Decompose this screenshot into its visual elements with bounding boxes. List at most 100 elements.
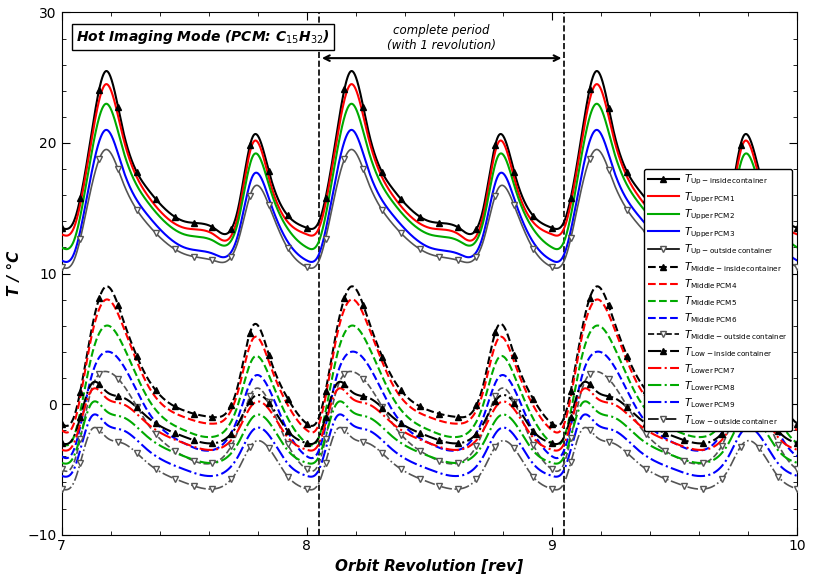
$T_{\mathrm{Up-outside\,container}}$: [339, 156, 349, 163]
$T_{\mathrm{Upper\,PCM1}}$: [57, 231, 67, 238]
$T_{\mathrm{Middle\,PCM5}}$: [57, 440, 67, 447]
Line: $T_{\mathrm{Upper\,PCM2}}$: $T_{\mathrm{Upper\,PCM2}}$: [62, 104, 798, 249]
$T_{\mathrm{Lower\,PCM8}}$: [90, 398, 100, 405]
Line: $T_{\mathrm{Middle\,PCM6}}$: $T_{\mathrm{Middle\,PCM6}}$: [62, 352, 798, 458]
$T_{\mathrm{Middle\,PCM4}}$: [102, 296, 112, 303]
$T_{\mathrm{Middle-inside\,container}}$: [141, 371, 150, 378]
$T_{\mathrm{Low-outside\,container}}$: [793, 486, 802, 493]
$T_{\mathrm{Upper\,PCM2}}$: [793, 244, 802, 251]
$T_{\mathrm{Middle-outside\,container}}$: [185, 456, 194, 462]
$T_{\mathrm{Middle\,PCM4}}$: [699, 420, 709, 427]
$T_{\mathrm{Lower\,PCM8}}$: [793, 460, 802, 467]
$T_{\mathrm{Up-inside\,container}}$: [339, 88, 349, 95]
$T_{\mathrm{Middle\,PCM6}}$: [793, 453, 802, 460]
$T_{\mathrm{Middle\,PCM5}}$: [102, 322, 112, 329]
$T_{\mathrm{Middle\,PCM5}}$: [141, 392, 151, 399]
$T_{\mathrm{Middle\,PCM4}}$: [372, 343, 381, 350]
$T_{\mathrm{Middle-inside\,container}}$: [793, 420, 802, 427]
$T_{\mathrm{Upper\,PCM2}}$: [141, 196, 150, 203]
$T_{\mathrm{Lower\,PCM9}}$: [371, 431, 380, 438]
$T_{\mathrm{Middle-inside\,container}}$: [185, 409, 194, 416]
$T_{\mathrm{Upper\,PCM3}}$: [339, 139, 349, 146]
$T_{\mathrm{Upper\,PCM1}}$: [141, 189, 150, 196]
Line: $T_{\mathrm{Lower\,PCM8}}$: $T_{\mathrm{Lower\,PCM8}}$: [62, 401, 798, 464]
$T_{\mathrm{Upper\,PCM2}}$: [339, 116, 349, 123]
$T_{\mathrm{Middle\,PCM6}}$: [372, 375, 381, 382]
$T_{\mathrm{Middle\,PCM5}}$: [793, 440, 802, 447]
$T_{\mathrm{Middle\,PCM6}}$: [103, 348, 113, 355]
$T_{\mathrm{Low-outside\,container}}$: [699, 486, 709, 493]
$T_{\mathrm{Upper\,PCM2}}$: [371, 168, 380, 175]
$T_{\mathrm{Upper\,PCM3}}$: [185, 246, 194, 253]
$T_{\mathrm{Upper\,PCM3}}$: [141, 210, 151, 217]
$T_{\mathrm{Upper\,PCM3}}$: [372, 185, 381, 192]
X-axis label: Orbit Revolution [rev]: Orbit Revolution [rev]: [336, 559, 524, 574]
$T_{\mathrm{Middle-inside\,container}}$: [57, 420, 67, 427]
$T_{\mathrm{Upper\,PCM2}}$: [102, 101, 111, 107]
$T_{\mathrm{Upper\,PCM1}}$: [371, 159, 380, 166]
$T_{\mathrm{Low-outside\,container}}$: [57, 486, 67, 493]
$T_{\mathrm{Up-outside\,container}}$: [699, 257, 709, 264]
$T_{\mathrm{Lower\,PCM7}}$: [339, 386, 349, 393]
$T_{\mathrm{Lower\,PCM9}}$: [57, 472, 67, 479]
$T_{\mathrm{Lower\,PCM8}}$: [778, 452, 788, 459]
$T_{\mathrm{Middle-outside\,container}}$: [371, 392, 380, 399]
$T_{\mathrm{Upper\,PCM1}}$: [778, 224, 788, 231]
$T_{\mathrm{Middle\,PCM6}}$: [307, 455, 316, 462]
$T_{\mathrm{Up-inside\,container}}$: [220, 231, 229, 238]
$T_{\mathrm{Low-outside\,container}}$: [371, 444, 380, 451]
$T_{\mathrm{Upper\,PCM1}}$: [592, 81, 602, 88]
$T_{\mathrm{Middle-outside\,container}}$: [699, 460, 709, 467]
$T_{\mathrm{Lower\,PCM9}}$: [793, 472, 802, 479]
$T_{\mathrm{Upper\,PCM2}}$: [699, 238, 709, 245]
$T_{\mathrm{Upper\,PCM2}}$: [552, 246, 562, 253]
$T_{\mathrm{Low-inside\,container}}$: [141, 412, 150, 419]
$T_{\mathrm{Low-inside\,container}}$: [699, 440, 709, 447]
$T_{\mathrm{Lower\,PCM9}}$: [339, 413, 349, 419]
$T_{\mathrm{Middle-inside\,container}}$: [62, 422, 72, 429]
Text: complete period
(with 1 revolution): complete period (with 1 revolution): [387, 24, 496, 52]
$T_{\mathrm{Up-inside\,container}}$: [141, 182, 150, 189]
$T_{\mathrm{Up-inside\,container}}$: [57, 224, 67, 231]
$T_{\mathrm{Lower\,PCM7}}$: [57, 446, 67, 453]
$T_{\mathrm{Middle\,PCM4}}$: [57, 426, 67, 433]
Line: $T_{\mathrm{Up-inside\,container}}$: $T_{\mathrm{Up-inside\,container}}$: [62, 71, 798, 234]
$T_{\mathrm{Upper\,PCM1}}$: [220, 237, 229, 244]
$T_{\mathrm{Lower\,PCM7}}$: [699, 446, 709, 453]
$T_{\mathrm{Middle-inside\,container}}$: [339, 296, 349, 303]
$T_{\mathrm{Lower\,PCM7}}$: [185, 442, 194, 449]
Line: $T_{\mathrm{Upper\,PCM1}}$: $T_{\mathrm{Upper\,PCM1}}$: [62, 84, 798, 241]
$T_{\mathrm{Low-outside\,container}}$: [141, 458, 150, 465]
$T_{\mathrm{Up-outside\,container}}$: [102, 146, 111, 153]
$T_{\mathrm{Middle\,PCM4}}$: [307, 429, 317, 436]
$T_{\mathrm{Up-inside\,container}}$: [793, 224, 802, 231]
$T_{\mathrm{Middle\,PCM5}}$: [185, 429, 194, 436]
$T_{\mathrm{Middle\,PCM6}}$: [339, 354, 349, 361]
$T_{\mathrm{Low-inside\,container}}$: [371, 399, 380, 406]
$T_{\mathrm{Lower\,PCM8}}$: [699, 460, 709, 467]
$T_{\mathrm{Low-inside\,container}}$: [793, 440, 802, 447]
$T_{\mathrm{Low-outside\,container}}$: [339, 426, 349, 433]
$T_{\mathrm{Middle\,PCM4}}$: [339, 306, 349, 313]
Line: $T_{\mathrm{Low-outside\,container}}$: $T_{\mathrm{Low-outside\,container}}$: [62, 428, 798, 490]
$T_{\mathrm{Middle\,PCM4}}$: [778, 410, 788, 417]
$T_{\mathrm{Middle-outside\,container}}$: [591, 368, 601, 375]
$T_{\mathrm{Upper\,PCM3}}$: [57, 257, 67, 264]
$T_{\mathrm{Middle-inside\,container}}$: [699, 414, 709, 421]
Line: $T_{\mathrm{Lower\,PCM9}}$: $T_{\mathrm{Lower\,PCM9}}$: [62, 414, 798, 477]
$T_{\mathrm{Up-outside\,container}}$: [141, 218, 151, 225]
$T_{\mathrm{Lower\,PCM9}}$: [699, 472, 709, 479]
$T_{\mathrm{Middle\,PCM6}}$: [699, 446, 709, 453]
$T_{\mathrm{Up-inside\,container}}$: [592, 67, 602, 74]
$T_{\mathrm{Low-outside\,container}}$: [185, 481, 194, 488]
$T_{\mathrm{Middle-outside\,container}}$: [778, 450, 788, 457]
$T_{\mathrm{Lower\,PCM9}}$: [141, 445, 150, 452]
$T_{\mathrm{Middle-outside\,container}}$: [793, 466, 802, 473]
Line: $T_{\mathrm{Middle-inside\,container}}$: $T_{\mathrm{Middle-inside\,container}}$: [62, 286, 798, 426]
$T_{\mathrm{Middle\,PCM6}}$: [141, 404, 150, 411]
$T_{\mathrm{Lower\,PCM8}}$: [339, 400, 349, 407]
$T_{\mathrm{Middle-inside\,container}}$: [778, 403, 788, 410]
$T_{\mathrm{Middle\,PCM4}}$: [141, 378, 150, 385]
Line: $T_{\mathrm{Middle\,PCM5}}$: $T_{\mathrm{Middle\,PCM5}}$: [62, 325, 798, 445]
Line: $T_{\mathrm{Low-inside\,container}}$: $T_{\mathrm{Low-inside\,container}}$: [62, 382, 798, 444]
